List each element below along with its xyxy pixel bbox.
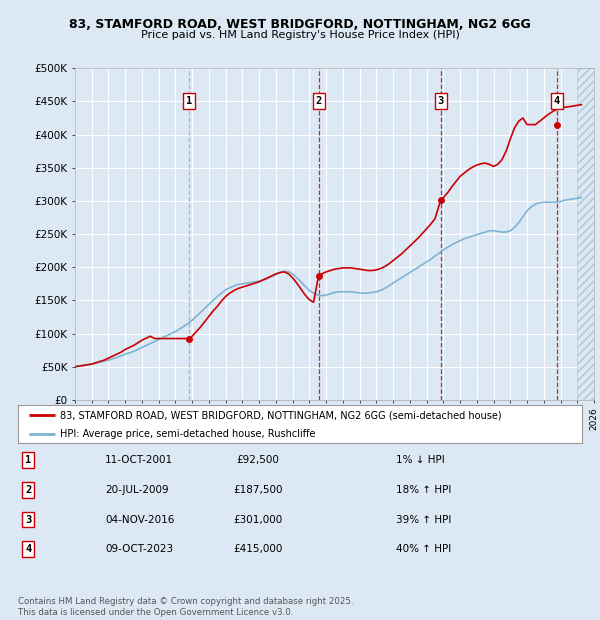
Text: Contains HM Land Registry data © Crown copyright and database right 2025.
This d: Contains HM Land Registry data © Crown c…: [18, 598, 353, 617]
Text: 4: 4: [554, 96, 560, 107]
Text: £92,500: £92,500: [236, 455, 280, 465]
Text: 20-JUL-2009: 20-JUL-2009: [105, 485, 169, 495]
Bar: [577, 68, 594, 400]
Text: 2: 2: [316, 96, 322, 107]
Text: 04-NOV-2016: 04-NOV-2016: [105, 515, 175, 525]
Text: HPI: Average price, semi-detached house, Rushcliffe: HPI: Average price, semi-detached house,…: [60, 428, 316, 439]
Text: Price paid vs. HM Land Registry's House Price Index (HPI): Price paid vs. HM Land Registry's House …: [140, 30, 460, 40]
Text: 3: 3: [25, 515, 31, 525]
Text: 39% ↑ HPI: 39% ↑ HPI: [396, 515, 451, 525]
Text: £301,000: £301,000: [233, 515, 283, 525]
Text: 1% ↓ HPI: 1% ↓ HPI: [396, 455, 445, 465]
Text: 11-OCT-2001: 11-OCT-2001: [105, 455, 173, 465]
Text: £187,500: £187,500: [233, 485, 283, 495]
Text: 1: 1: [185, 96, 192, 107]
Text: 4: 4: [25, 544, 31, 554]
Text: 1: 1: [25, 455, 31, 465]
Text: 2: 2: [25, 485, 31, 495]
Text: 3: 3: [437, 96, 444, 107]
Text: 18% ↑ HPI: 18% ↑ HPI: [396, 485, 451, 495]
Text: £415,000: £415,000: [233, 544, 283, 554]
Text: 83, STAMFORD ROAD, WEST BRIDGFORD, NOTTINGHAM, NG2 6GG (semi-detached house): 83, STAMFORD ROAD, WEST BRIDGFORD, NOTTI…: [60, 410, 502, 420]
Text: 40% ↑ HPI: 40% ↑ HPI: [396, 544, 451, 554]
Text: 09-OCT-2023: 09-OCT-2023: [105, 544, 173, 554]
Text: 83, STAMFORD ROAD, WEST BRIDGFORD, NOTTINGHAM, NG2 6GG: 83, STAMFORD ROAD, WEST BRIDGFORD, NOTTI…: [69, 19, 531, 31]
